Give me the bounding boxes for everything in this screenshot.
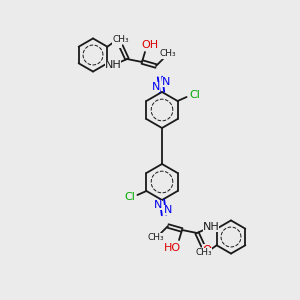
Text: Cl: Cl bbox=[124, 192, 135, 202]
Text: N: N bbox=[154, 200, 162, 210]
Text: N: N bbox=[152, 82, 160, 92]
Text: O: O bbox=[112, 34, 122, 47]
Text: OH: OH bbox=[141, 40, 159, 50]
Text: CH₃: CH₃ bbox=[195, 248, 212, 257]
Text: N: N bbox=[162, 77, 170, 87]
Text: NH: NH bbox=[202, 222, 219, 232]
Text: CH₃: CH₃ bbox=[160, 50, 176, 58]
Text: O: O bbox=[202, 244, 211, 257]
Text: Cl: Cl bbox=[189, 90, 200, 100]
Text: CH₃: CH₃ bbox=[112, 35, 129, 44]
Text: HO: HO bbox=[164, 243, 181, 253]
Text: N: N bbox=[164, 205, 172, 215]
Text: CH₃: CH₃ bbox=[148, 233, 164, 242]
Text: NH: NH bbox=[105, 60, 122, 70]
